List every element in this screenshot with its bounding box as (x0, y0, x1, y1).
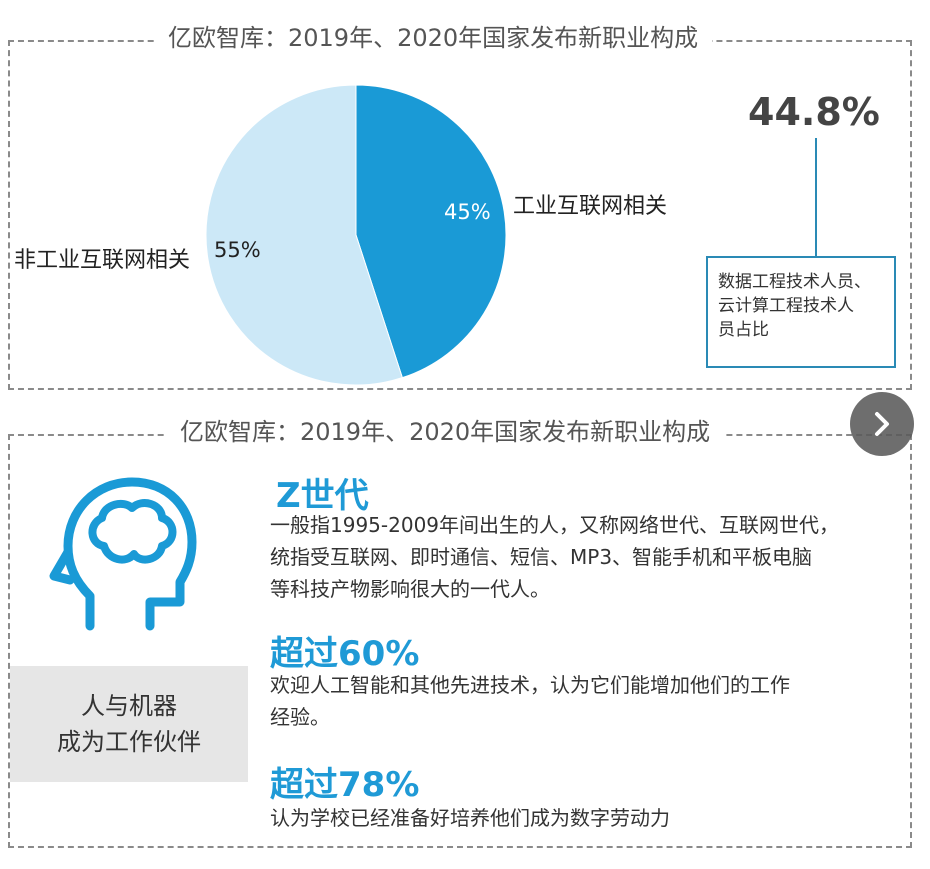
stat-description-line: 云计算工程技术人 (718, 296, 854, 316)
box-line: 成为工作伙伴 (57, 728, 201, 756)
panel-title: 亿欧智库：2019年、2020年国家发布新职业构成 (166, 416, 725, 448)
description-line: 统指受互联网、即时通信、短信、MP3、智能手机和平板电脑 (270, 545, 813, 569)
chevron-right-icon (875, 412, 889, 436)
over-78-description: 认为学校已经准备好培养他们成为数字劳动力 (270, 802, 910, 834)
description-line: 一般指1995-2009年间出生的人，又称网络世代、互联网世代， (270, 513, 840, 537)
over-78-heading: 超过78% (270, 765, 420, 805)
man-machine-box: 人与机器 成为工作伙伴 (10, 666, 248, 782)
over-60-description: 欢迎人工智能和其他先进技术，认为它们能增加他们的工作 经验。 (270, 669, 910, 733)
pie-chart-panel: 亿欧智库：2019年、2020年国家发布新职业构成 (8, 22, 912, 390)
description-line: 认为学校已经准备好培养他们成为数字劳动力 (270, 806, 670, 830)
pie-chart (205, 84, 507, 386)
slice-label-nonindustrial: 非工业互联网相关 (14, 248, 191, 273)
stat-description-box: 数据工程技术人员、 云计算工程技术人 员占比 (706, 256, 896, 368)
panel-title: 亿欧智库：2019年、2020年国家发布新职业构成 (154, 22, 713, 54)
stat-connector-line (815, 138, 817, 256)
description-line: 欢迎人工智能和其他先进技术，认为它们能增加他们的工作 (270, 673, 790, 697)
generation-z-panel: 亿欧智库：2019年、2020年国家发布新职业构成 (8, 416, 912, 848)
slice-value-label-nonindustrial: 55% (214, 238, 261, 262)
over-60-heading: 超过60% (270, 634, 420, 674)
pie-slice-0 (355, 84, 507, 379)
slice-label-industrial: 工业互联网相关 (513, 194, 668, 219)
next-button[interactable] (850, 392, 914, 456)
box-line: 人与机器 (81, 692, 177, 720)
slice-value-label-industrial: 45% (444, 200, 491, 224)
stat-description-line: 员占比 (718, 320, 769, 340)
stat-description-line: 数据工程技术人员、 (718, 272, 871, 292)
stat-value: 44.8% (748, 90, 880, 134)
pie-slice-1 (205, 84, 403, 386)
description-line: 经验。 (270, 705, 330, 729)
description-line: 等科技产物影响很大的一代人。 (270, 577, 550, 601)
gen-z-heading: Z世代 (276, 476, 369, 516)
gen-z-description: 一般指1995-2009年间出生的人，又称网络世代、互联网世代， 统指受互联网、… (270, 509, 910, 605)
head-brain-icon (49, 477, 197, 631)
